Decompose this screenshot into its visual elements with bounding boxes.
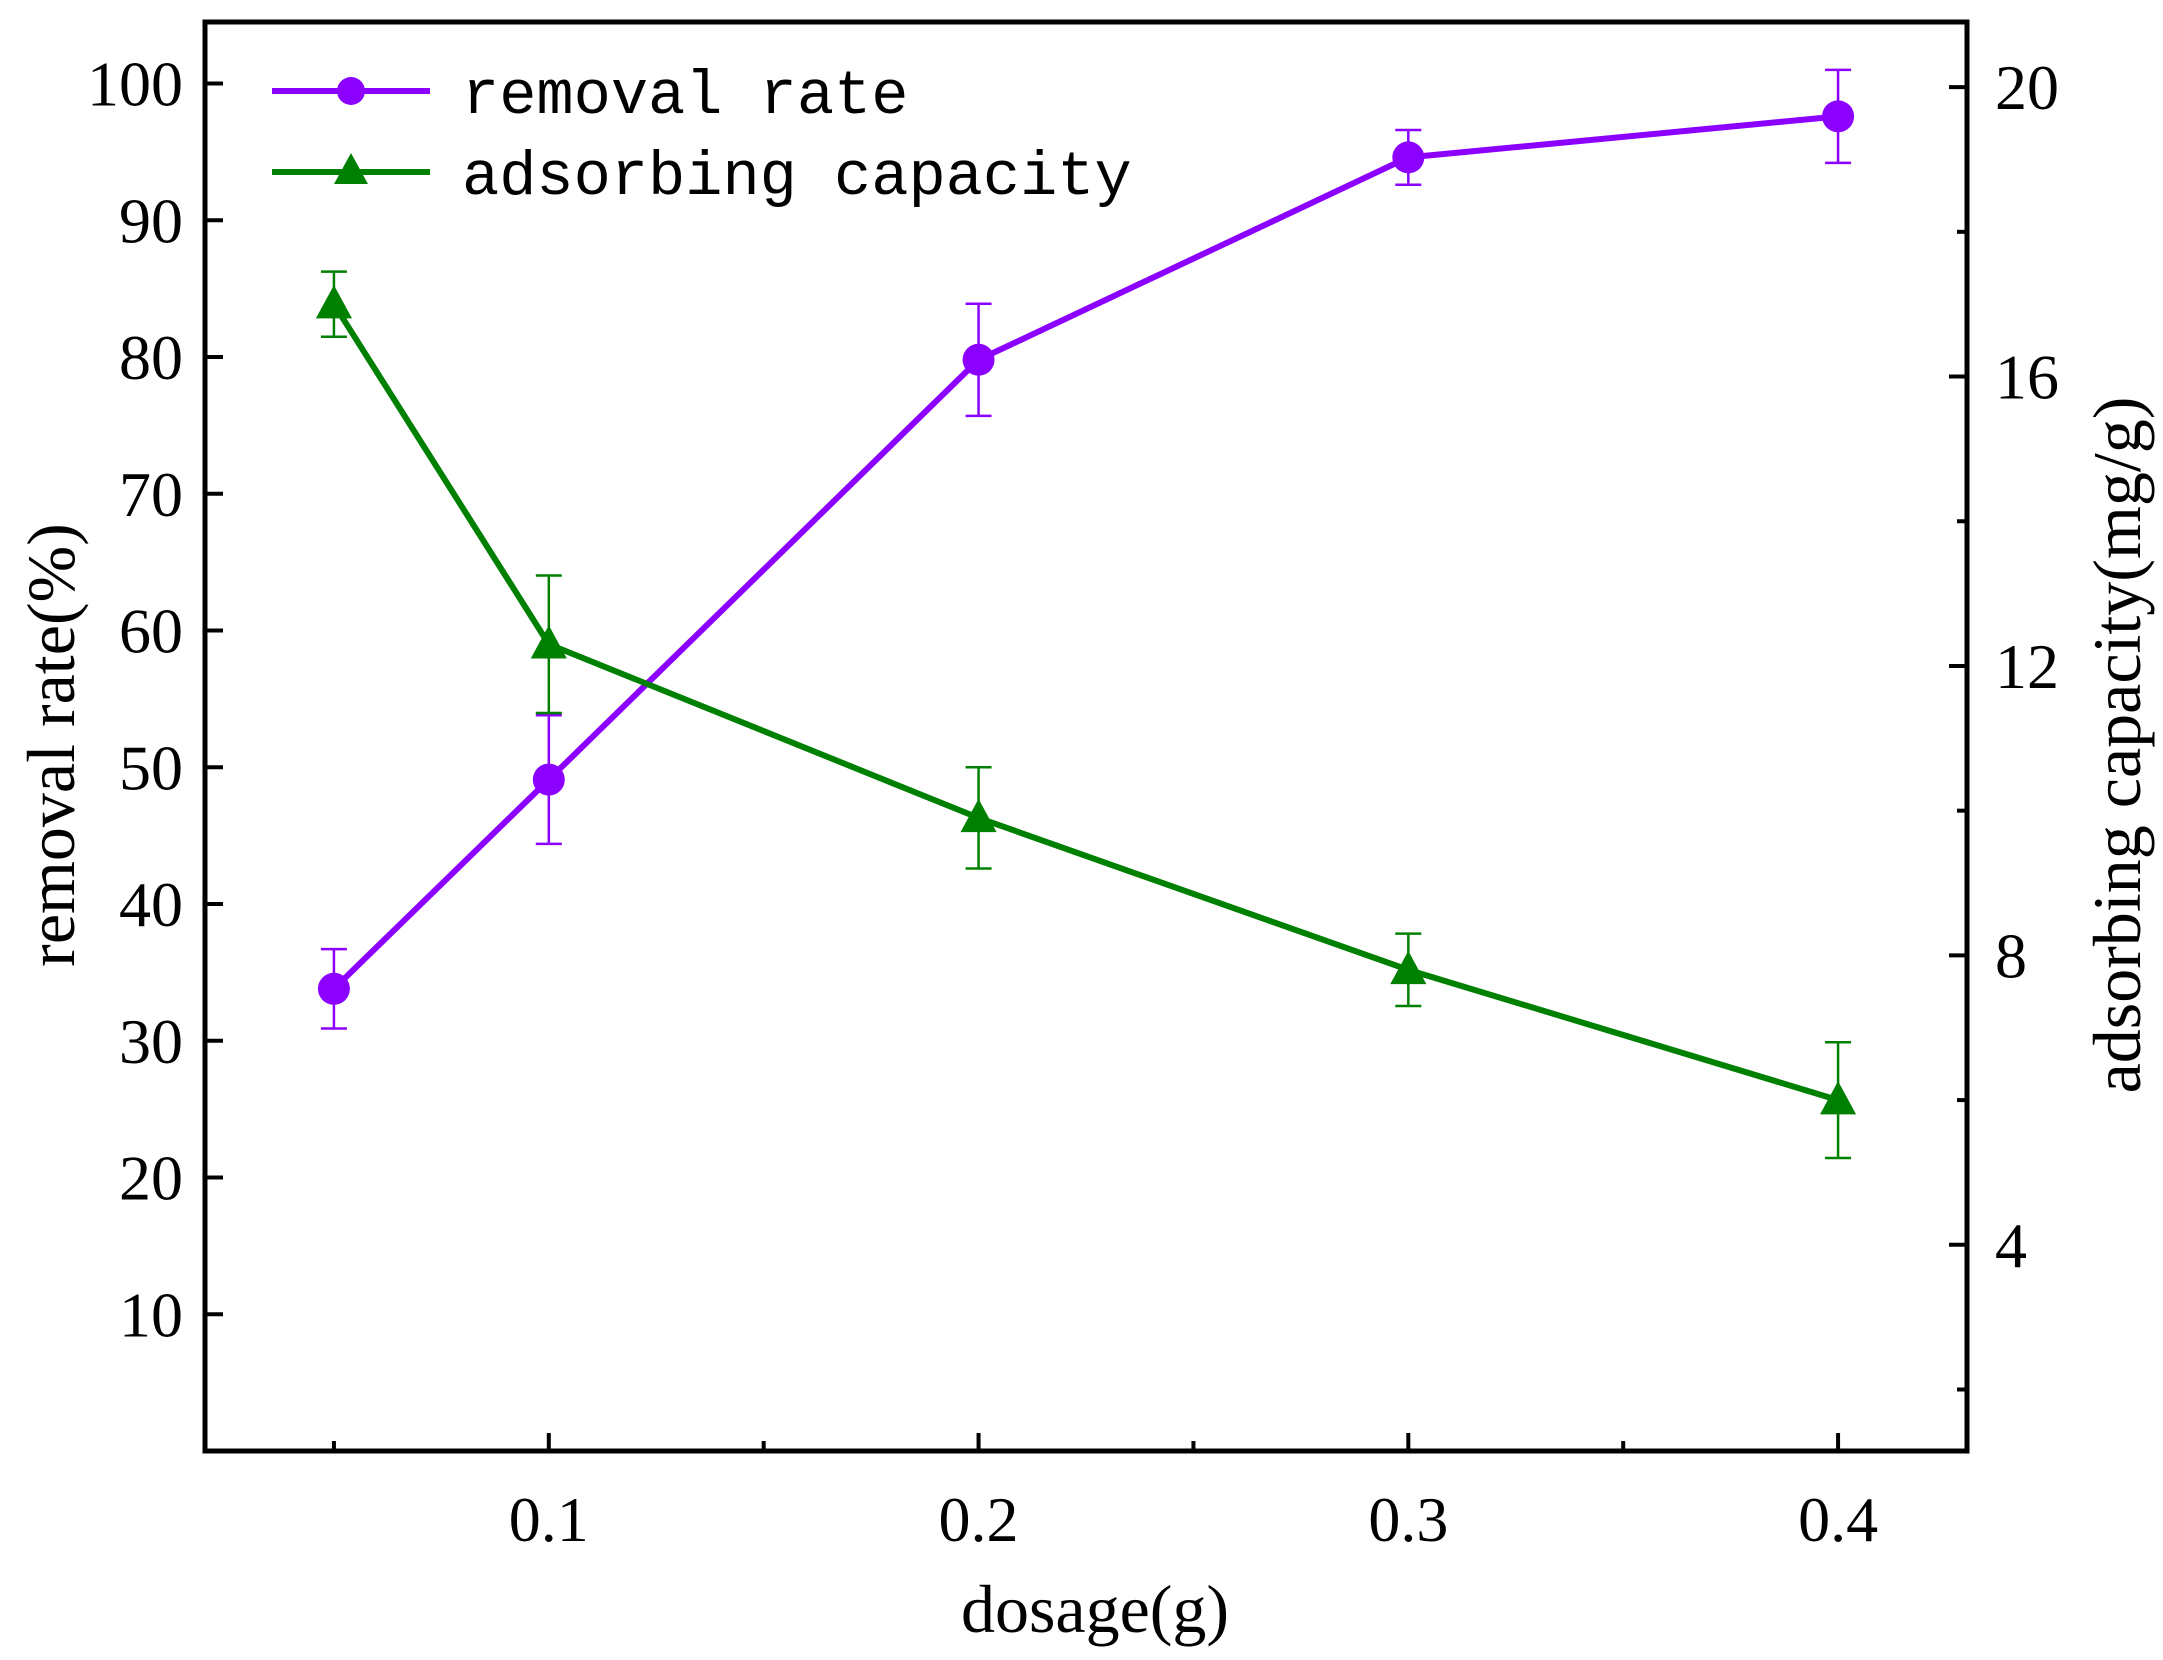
y2-tick-label: 12 — [1995, 631, 2059, 702]
y2-axis-title: adsorbing capacity(mg/g) — [2079, 397, 2155, 1094]
x-tick-label: 0.4 — [1798, 1484, 1878, 1555]
x-tick-label: 0.3 — [1368, 1484, 1448, 1555]
y2-tick-label: 4 — [1995, 1210, 2027, 1281]
y2-tick-label: 16 — [1995, 342, 2059, 413]
series-removal-rate — [317, 68, 1855, 1030]
y-tick-label: 100 — [87, 49, 183, 120]
y-tick-label: 50 — [119, 732, 183, 803]
y-tick-label: 70 — [119, 459, 183, 530]
x-axis-title: dosage(g) — [961, 1571, 1229, 1647]
y-axis-title: removal rate(%) — [13, 523, 89, 967]
legend-label-removal-rate: removal rate — [462, 61, 908, 132]
data-point — [1822, 100, 1855, 133]
data-point — [530, 625, 567, 659]
data-point — [532, 763, 565, 796]
data-point — [960, 798, 997, 833]
series-layer — [315, 68, 1857, 1160]
legend-marker-removal-rate — [337, 77, 365, 105]
legend: removal rate adsorbing capacity — [272, 61, 1132, 213]
plot-frame — [202, 19, 1970, 1454]
x-tick-label: 0.2 — [939, 1484, 1019, 1555]
y-tick-label: 80 — [119, 322, 183, 393]
y-tick-label: 20 — [119, 1143, 183, 1214]
axis-ticks: 0.1 0.2 0.3 0.4 10 20 30 40 50 60 70 80 90 100 4 8 12 16 2… — [87, 49, 2059, 1555]
y-tick-label: 90 — [119, 185, 183, 256]
data-point — [1392, 141, 1425, 174]
data-point — [317, 972, 350, 1005]
y2-tick-label: 8 — [1995, 920, 2027, 991]
y2-tick-label: 20 — [1995, 52, 2059, 123]
y-tick-label: 30 — [119, 1006, 183, 1077]
y-tick-label: 10 — [119, 1279, 183, 1350]
x-tick-label: 0.1 — [509, 1484, 589, 1555]
data-point — [1390, 950, 1427, 985]
data-point — [315, 285, 352, 319]
y-tick-label: 60 — [119, 596, 183, 667]
legend-label-adsorbing-capacity: adsorbing capacity — [462, 142, 1132, 213]
y-tick-label: 40 — [119, 869, 183, 940]
series-line — [331, 302, 1839, 1103]
series-adsorbing-capacity — [315, 270, 1857, 1160]
data-point — [962, 343, 995, 376]
legend-marker-adsorbing-capacity — [334, 153, 368, 184]
data-point — [1820, 1081, 1857, 1115]
